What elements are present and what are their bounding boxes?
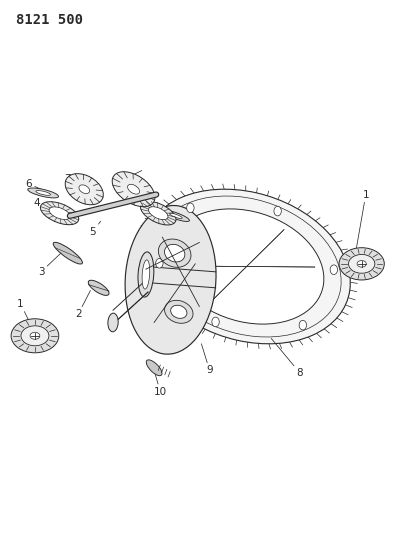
Circle shape xyxy=(187,203,194,213)
Text: 2: 2 xyxy=(75,290,90,319)
Circle shape xyxy=(299,320,307,330)
Ellipse shape xyxy=(170,213,182,219)
Text: 5: 5 xyxy=(89,221,101,237)
Ellipse shape xyxy=(40,201,79,225)
Ellipse shape xyxy=(143,189,350,344)
Text: 6: 6 xyxy=(25,179,41,189)
Ellipse shape xyxy=(164,300,193,324)
Circle shape xyxy=(274,206,282,216)
Ellipse shape xyxy=(125,206,216,354)
Ellipse shape xyxy=(127,184,140,194)
Circle shape xyxy=(330,265,337,274)
Text: 9: 9 xyxy=(201,344,213,375)
Ellipse shape xyxy=(30,332,40,340)
Ellipse shape xyxy=(169,209,324,324)
Ellipse shape xyxy=(11,319,59,353)
Text: 3: 3 xyxy=(38,251,64,277)
Ellipse shape xyxy=(141,201,176,225)
Ellipse shape xyxy=(142,260,150,289)
Text: 1: 1 xyxy=(17,299,35,333)
Ellipse shape xyxy=(138,252,154,297)
Circle shape xyxy=(156,259,163,268)
Ellipse shape xyxy=(88,280,109,295)
Ellipse shape xyxy=(36,191,51,195)
Text: 6: 6 xyxy=(171,208,180,218)
Text: 7: 7 xyxy=(65,174,80,189)
Ellipse shape xyxy=(28,188,58,198)
Ellipse shape xyxy=(148,207,168,220)
Ellipse shape xyxy=(158,239,191,268)
Ellipse shape xyxy=(112,172,155,207)
Ellipse shape xyxy=(146,360,162,376)
Ellipse shape xyxy=(164,244,185,262)
Ellipse shape xyxy=(79,185,90,193)
Text: 4: 4 xyxy=(34,198,49,213)
Ellipse shape xyxy=(349,254,375,273)
Text: 10: 10 xyxy=(154,370,167,397)
Ellipse shape xyxy=(21,326,49,346)
Ellipse shape xyxy=(108,313,118,332)
Ellipse shape xyxy=(53,243,83,264)
Circle shape xyxy=(212,317,219,327)
Text: 8: 8 xyxy=(271,338,303,378)
Text: 1: 1 xyxy=(356,190,369,253)
Ellipse shape xyxy=(357,261,366,267)
Text: 4: 4 xyxy=(122,171,142,183)
Text: 8121 500: 8121 500 xyxy=(16,13,83,27)
Ellipse shape xyxy=(49,207,70,220)
Ellipse shape xyxy=(162,210,189,222)
Ellipse shape xyxy=(171,305,187,318)
Ellipse shape xyxy=(65,174,103,205)
Ellipse shape xyxy=(339,248,384,280)
